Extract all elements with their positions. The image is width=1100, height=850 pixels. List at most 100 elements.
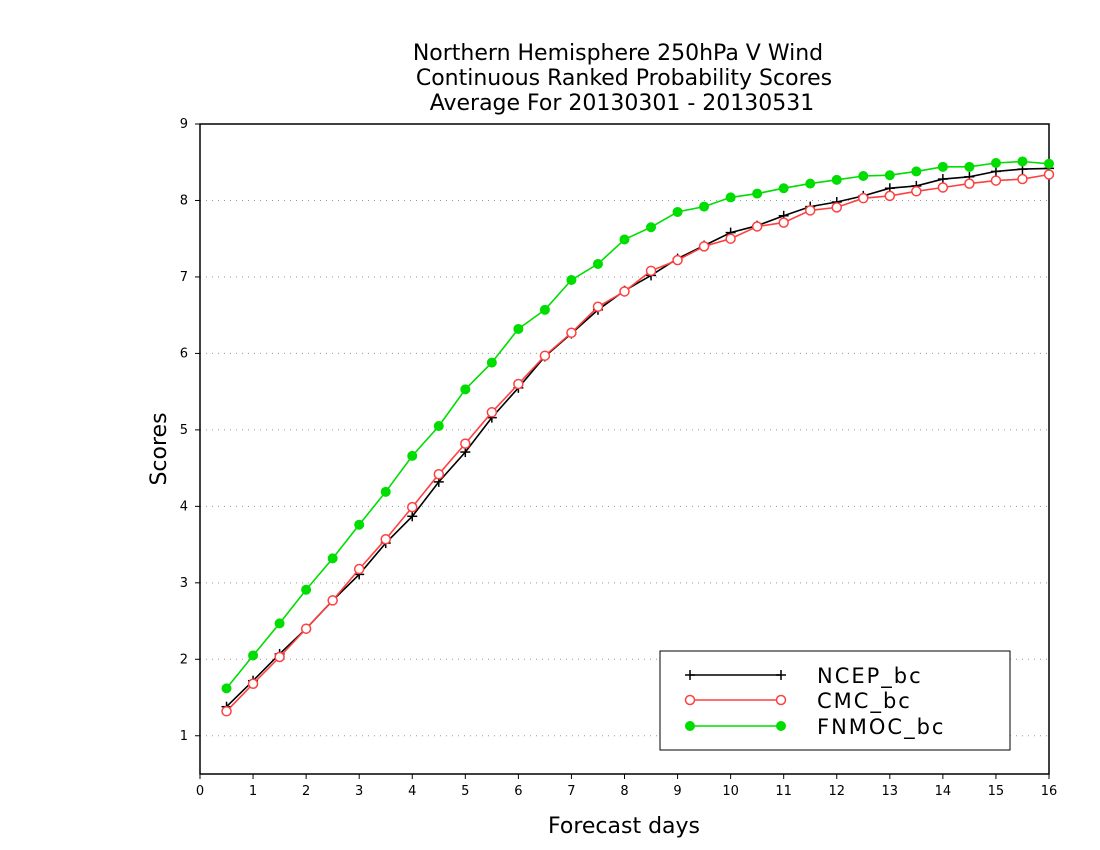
fnmoc-point	[407, 450, 418, 461]
y-tick-label: 4	[180, 499, 188, 514]
fnmoc-point	[248, 650, 259, 661]
cmc-point	[725, 233, 736, 244]
legend-marker-right-ncep	[776, 670, 786, 680]
x-tick-label: 10	[722, 784, 739, 799]
fnmoc-point	[592, 258, 603, 269]
legend-entry-ncep: NCEP_bc	[685, 664, 921, 689]
legend-label-cmc: CMC_bc	[817, 689, 912, 714]
y-tick-label: 5	[180, 423, 188, 438]
fnmoc-point	[699, 201, 710, 212]
fnmoc-point	[513, 323, 524, 334]
legend-marker-right-cmc	[775, 694, 787, 706]
fnmoc-point	[672, 206, 683, 217]
x-tick-label: 8	[620, 784, 628, 799]
fnmoc-point	[1044, 158, 1054, 169]
cmc-point	[407, 501, 418, 513]
fnmoc-point	[646, 222, 657, 233]
legend-entry-fnmoc: FNMOC_bc	[685, 715, 945, 740]
fnmoc-point	[274, 618, 285, 629]
x-tick-label: 2	[302, 784, 310, 799]
fnmoc-point	[990, 158, 1001, 168]
series-line-fnmoc	[225, 160, 1050, 689]
cmc-point	[645, 265, 657, 277]
cmc-point	[884, 190, 896, 202]
y-tick-label: 2	[180, 652, 188, 667]
legend-label-fnmoc: FNMOC_bc	[817, 715, 945, 740]
chart-title-line-2: Continuous Ranked Probability Scores	[416, 66, 832, 91]
legend-marker-left-cmc	[684, 694, 696, 706]
legend-entry-cmc: CMC_bc	[684, 689, 912, 714]
x-tick-label: 1	[249, 784, 257, 799]
series-cmc	[221, 169, 1055, 717]
x-tick-label: 14	[935, 784, 952, 799]
cmc-point	[566, 327, 577, 339]
fnmoc-point	[805, 178, 816, 189]
series-layer	[221, 156, 1055, 717]
y-tick-label: 9	[180, 117, 188, 132]
fnmoc-point	[460, 384, 471, 395]
chart-title-line-1: Northern Hemisphere 250hPa V Wind	[413, 41, 823, 66]
cmc-point	[513, 378, 524, 390]
cmc-point	[698, 241, 710, 252]
x-tick-label: 13	[882, 784, 899, 799]
cmc-point	[964, 178, 975, 189]
cmc-point	[300, 623, 312, 634]
fnmoc-point	[354, 519, 365, 530]
cmc-point	[221, 706, 232, 717]
y-tick-label: 1	[180, 729, 188, 744]
x-tick-label: 5	[461, 784, 469, 799]
fnmoc-point	[884, 170, 895, 181]
fnmoc-point	[221, 683, 232, 694]
grid-lines	[200, 123, 1049, 737]
series-ncep	[221, 163, 1054, 712]
y-tick-label: 6	[180, 346, 188, 361]
y-axis-title: Scores	[147, 412, 172, 485]
fnmoc-point	[858, 171, 869, 181]
fnmoc-point	[937, 161, 948, 172]
cmc-point	[353, 563, 365, 575]
fnmoc-point	[433, 421, 444, 432]
cmc-point	[778, 217, 789, 228]
x-tick-label: 7	[567, 784, 575, 799]
fnmoc-point	[539, 304, 550, 315]
series-fnmoc	[221, 156, 1054, 694]
cmc-point	[327, 595, 338, 606]
legend-marker-left-ncep	[685, 670, 695, 680]
cmc-point	[460, 438, 471, 449]
cmc-point	[539, 350, 551, 361]
fnmoc-point	[752, 188, 763, 199]
fnmoc-point	[380, 486, 391, 497]
chart-title-line-3: Average For 20130301 - 20130531	[430, 91, 815, 116]
cmc-point	[1017, 173, 1028, 185]
chart-title: Northern Hemisphere 250hPa V Wind Contin…	[413, 41, 832, 116]
ncep-point	[990, 166, 1001, 177]
cmc-point	[619, 286, 630, 297]
y-tick-label: 7	[180, 270, 188, 285]
x-tick-label: 15	[988, 784, 1005, 799]
x-tick-label: 6	[514, 784, 522, 799]
cmc-point	[1043, 169, 1055, 180]
x-axis-title: Forecast days	[548, 814, 700, 839]
fnmoc-point	[778, 183, 789, 194]
cmc-point	[592, 301, 604, 313]
fnmoc-point	[486, 357, 497, 368]
cmc-point	[804, 205, 816, 216]
y-tick-label: 8	[180, 193, 188, 208]
legend-marker-left-fnmoc	[685, 721, 695, 731]
fnmoc-point	[301, 584, 312, 595]
x-tick-label: 12	[828, 784, 845, 799]
fnmoc-point	[1017, 156, 1028, 167]
x-tick-label: 4	[408, 784, 416, 799]
cmc-point	[911, 186, 922, 197]
legend-marker-right-fnmoc	[776, 721, 786, 731]
cmc-point	[380, 533, 391, 545]
fnmoc-point	[725, 192, 736, 203]
fnmoc-point	[964, 161, 975, 172]
cmc-point	[831, 202, 842, 213]
x-tick-label: 11	[775, 784, 792, 799]
cmc-point	[672, 254, 683, 266]
x-tick-label: 9	[673, 784, 681, 799]
series-line-cmc	[225, 173, 1050, 712]
